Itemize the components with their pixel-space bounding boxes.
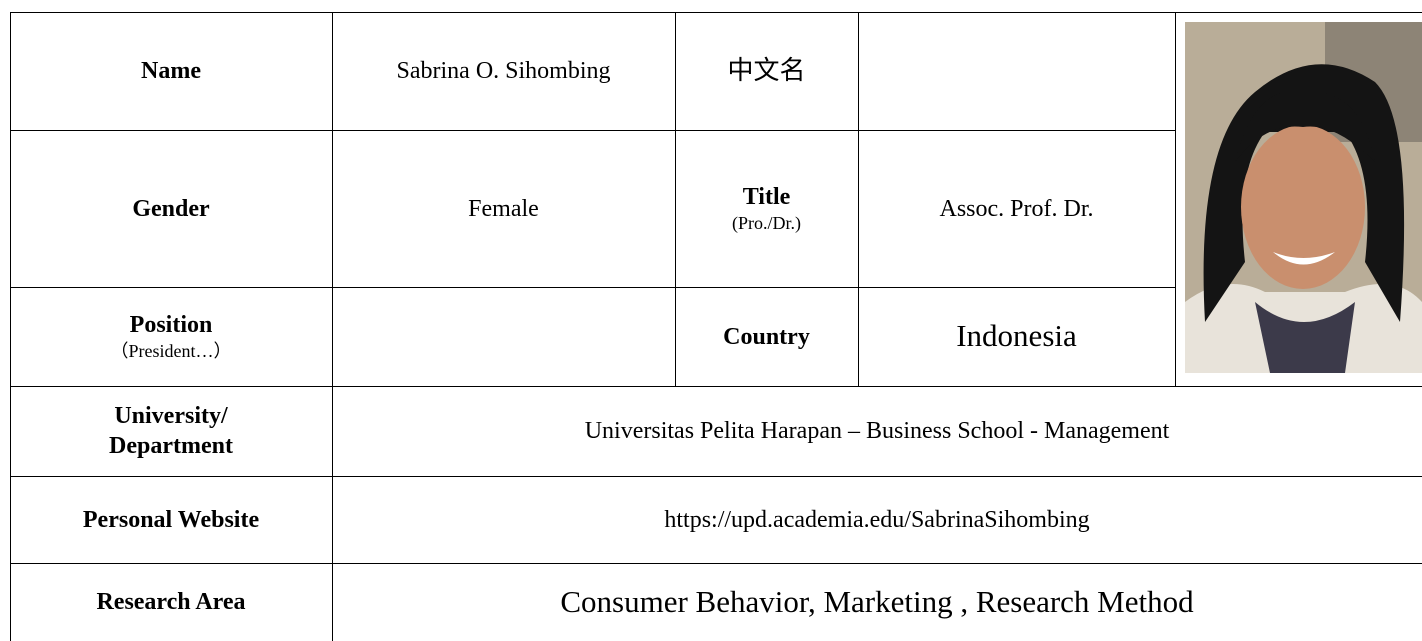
border [10, 12, 1422, 13]
label-cell: Title (Pro./Dr.) [675, 130, 858, 287]
label: Personal Website [82, 506, 260, 533]
border [332, 12, 333, 641]
label: Department [109, 433, 233, 459]
label-cell: Position （President…） [10, 287, 332, 386]
label-cell: University/ Department [10, 386, 332, 476]
note: (Pro./Dr.) [732, 213, 801, 234]
label: Gender [132, 195, 210, 222]
value: Female [468, 195, 539, 222]
border [10, 130, 1175, 131]
label: University/ [114, 403, 228, 429]
label: Research Area [96, 589, 246, 615]
label: 中文名 [727, 55, 806, 86]
value: Universitas Pelita Harapan – Business Sc… [584, 418, 1170, 444]
value: Sabrina O. Sihombing [396, 58, 611, 84]
note: （President…） [110, 341, 232, 362]
border [10, 563, 1422, 564]
border [10, 386, 1422, 387]
border [1175, 12, 1176, 386]
border [858, 12, 859, 386]
border [10, 476, 1422, 477]
border [675, 12, 676, 386]
border [10, 287, 1175, 288]
value: Consumer Behavior, Marketing , Research … [560, 583, 1194, 619]
border [10, 12, 11, 641]
label: Country [723, 323, 810, 350]
photo [1185, 22, 1422, 373]
value: https://upd.academia.edu/SabrinaSihombin… [664, 506, 1090, 533]
label: Name [141, 58, 201, 84]
value: Indonesia [956, 318, 1077, 354]
label: Title [742, 184, 791, 211]
value: Assoc. Prof. Dr. [939, 195, 1094, 222]
label: Position [129, 312, 213, 339]
